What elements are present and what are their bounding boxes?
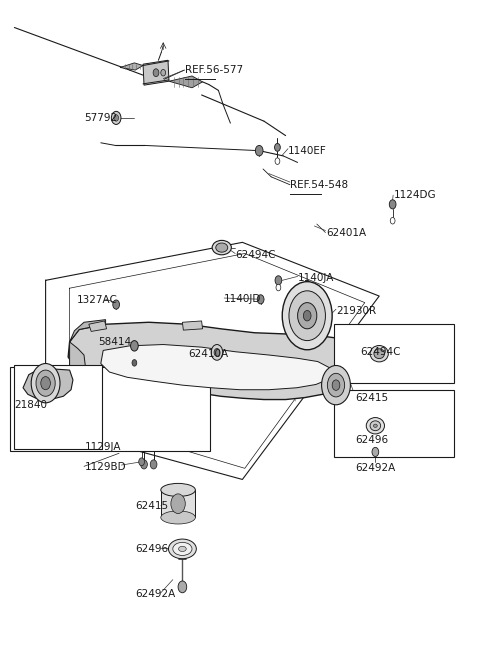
Text: 1129BD: 1129BD [84,462,126,472]
Text: 1140EF: 1140EF [288,145,327,156]
Circle shape [150,460,157,469]
Polygon shape [143,60,169,85]
Circle shape [257,295,264,304]
Text: 62415: 62415 [135,500,168,511]
Text: 58414: 58414 [98,337,132,347]
Text: 21930R: 21930R [336,306,376,316]
Circle shape [131,341,138,351]
Ellipse shape [212,240,231,255]
Circle shape [41,377,50,390]
Ellipse shape [366,418,384,434]
Ellipse shape [216,243,228,252]
Circle shape [141,460,147,469]
Circle shape [303,310,311,321]
Circle shape [282,282,332,350]
Text: 62494C: 62494C [235,250,276,261]
Ellipse shape [374,348,384,359]
Ellipse shape [370,346,388,362]
Circle shape [113,300,120,309]
Text: REF.54-548: REF.54-548 [290,179,348,190]
Circle shape [275,276,282,285]
Text: 1327AC: 1327AC [77,295,118,305]
Circle shape [36,370,55,396]
Text: 62410A: 62410A [189,348,229,359]
Bar [334,324,454,383]
Circle shape [139,458,144,466]
Text: 62415: 62415 [355,393,388,403]
Ellipse shape [161,483,195,496]
Text: 21840: 21840 [14,400,48,410]
Text: 62492A: 62492A [135,589,176,599]
Text: 57792: 57792 [84,113,117,123]
Circle shape [389,200,396,209]
Polygon shape [23,368,73,400]
Circle shape [275,158,280,164]
Circle shape [289,291,325,341]
Ellipse shape [173,542,192,555]
Polygon shape [68,322,366,400]
Text: 62496: 62496 [355,435,388,445]
Text: 62494C: 62494C [360,347,400,358]
Text: 1129JA: 1129JA [84,441,121,452]
Polygon shape [182,321,203,330]
Ellipse shape [161,511,195,524]
Circle shape [211,345,223,360]
Circle shape [322,365,350,405]
Circle shape [31,364,60,403]
Circle shape [161,69,166,76]
Text: 1140JA: 1140JA [298,273,334,284]
Polygon shape [120,63,143,70]
Circle shape [153,69,159,77]
Text: 1140JD: 1140JD [224,294,262,305]
Circle shape [276,284,281,291]
Circle shape [255,145,263,156]
Text: 62401A: 62401A [326,227,367,238]
Text: 62496: 62496 [135,544,168,554]
Polygon shape [169,76,203,88]
Ellipse shape [179,546,186,552]
Circle shape [327,373,345,397]
Ellipse shape [168,539,196,559]
Circle shape [332,380,340,390]
Polygon shape [70,320,106,342]
Ellipse shape [373,424,377,428]
Bar [10,367,210,451]
Circle shape [111,111,121,124]
Circle shape [178,581,187,593]
Circle shape [275,143,280,151]
Polygon shape [101,345,330,390]
Circle shape [171,494,185,514]
Bar [334,390,454,457]
Circle shape [132,360,137,366]
Circle shape [372,447,379,457]
Ellipse shape [370,421,381,431]
Circle shape [114,115,119,121]
Circle shape [214,348,220,356]
Polygon shape [345,346,366,375]
Polygon shape [70,342,85,372]
Circle shape [390,217,395,224]
Circle shape [298,303,317,329]
Text: 1124DG: 1124DG [394,190,436,200]
Bar [14,365,102,449]
Text: 62492A: 62492A [355,463,396,474]
Bar [161,490,195,517]
Text: REF.56-577: REF.56-577 [185,65,243,75]
Polygon shape [89,321,107,331]
